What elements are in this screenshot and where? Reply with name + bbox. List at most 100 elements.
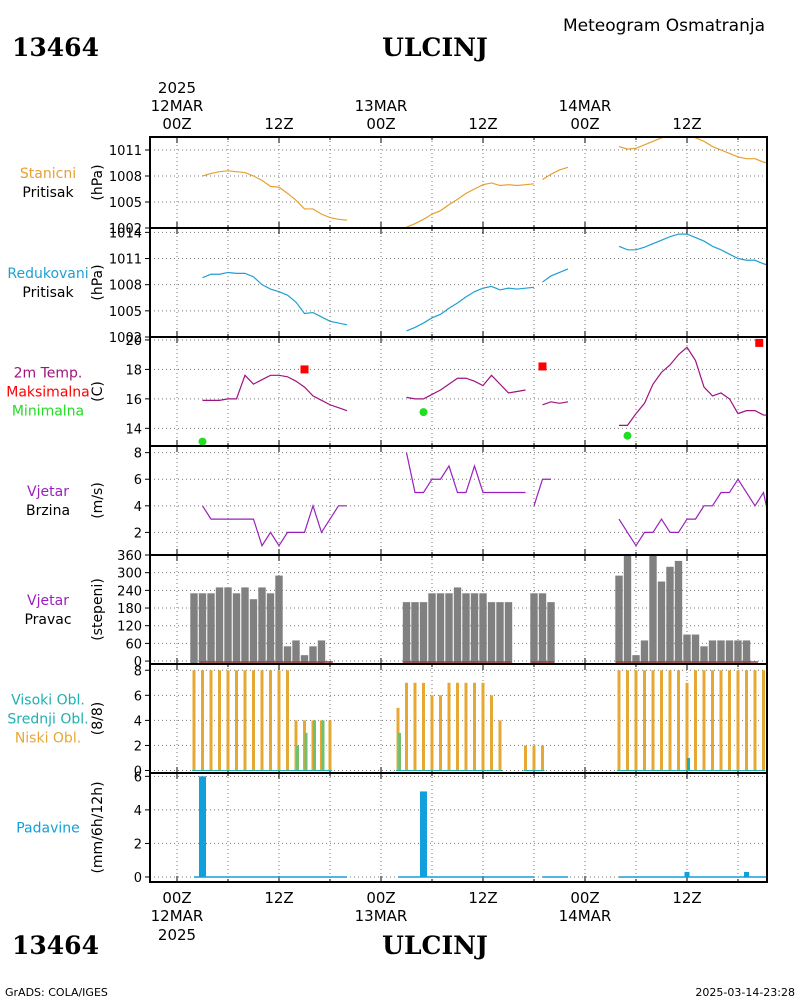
series-line	[619, 346, 767, 426]
cloud-bar	[617, 670, 621, 771]
cloud-bar	[430, 695, 434, 771]
panel-frame	[149, 227, 768, 338]
y-axis-label: (hPa)	[90, 164, 106, 200]
cloud-bar	[694, 670, 697, 771]
y-tick-label: 0	[134, 655, 142, 670]
y-tick-label: 14	[125, 422, 142, 437]
station-name-top: ULCINJ	[382, 33, 488, 62]
cloud-bar	[762, 670, 765, 771]
cloud-bar	[719, 670, 723, 771]
tmax-marker	[755, 338, 764, 347]
cloud-bar	[626, 670, 629, 771]
cloud-bar	[313, 720, 316, 771]
series-line	[542, 401, 569, 406]
wind-direction-bar	[411, 602, 419, 664]
cloud-bar	[296, 745, 299, 771]
tmin-marker	[198, 437, 207, 446]
panel-label: Redukovani	[7, 266, 88, 282]
wind-direction-bar	[309, 646, 317, 664]
wind-direction-bar	[717, 640, 725, 664]
y-tick-label: 4	[134, 804, 142, 819]
y-axis-label: (hPa)	[90, 264, 106, 300]
y-tick-label: 1005	[109, 196, 142, 211]
series-line	[202, 271, 348, 326]
station-name-bottom: ULCINJ	[382, 931, 488, 960]
plot-area	[190, 555, 758, 664]
panel-label: Niski Obl.	[15, 731, 81, 747]
y-tick-label: 1008	[109, 279, 142, 294]
wind-direction-bar	[640, 640, 649, 664]
y-tick-label: 1002	[109, 222, 142, 237]
wind-direction-bar	[674, 560, 683, 664]
y-tick-label: 4	[134, 714, 142, 729]
wind-direction-bar	[283, 646, 292, 664]
precip-bar	[420, 791, 427, 877]
y-tick-label: 6	[134, 770, 142, 785]
bottom-time-axis: 00Z 12Z 00Z 12Z 00Z 12Z 12MAR 13MAR 14MAR	[151, 889, 702, 925]
cloud-bar	[660, 670, 663, 771]
y-tick-label: 8	[134, 447, 142, 462]
top-time-axis: 00Z 12Z 00Z 12Z 00Z 12Z 12MAR 13MAR 14MAR	[151, 97, 702, 133]
date-label-bottom: 13MAR	[355, 907, 408, 925]
cloud-bar	[286, 670, 289, 771]
panel-label: Visoki Obl.	[11, 693, 85, 709]
y-tick-label: 2	[134, 739, 142, 754]
wind-direction-bar	[700, 646, 708, 664]
panel-4: 0 60 120 180 240 300 360 (stepeni) Vjetar Pravac	[24, 549, 768, 670]
cloud-bar	[439, 695, 442, 771]
cloud-bar	[269, 670, 272, 771]
wind-direction-bar	[198, 593, 207, 664]
hour-label-top: 12Z	[672, 115, 701, 133]
start-year-bottom: 2025	[158, 926, 196, 944]
series-line	[618, 478, 767, 547]
series-line	[406, 285, 535, 332]
series-line	[202, 170, 348, 221]
wind-direction-bar	[649, 555, 657, 664]
wind-direction-bar	[632, 655, 640, 664]
wind-direction-bar	[530, 593, 538, 664]
cloud-bar	[398, 732, 401, 771]
wind-direction-bar	[428, 593, 436, 664]
hour-label-top: 00Z	[366, 115, 395, 133]
panel-frame	[149, 336, 768, 447]
panel-frame	[149, 136, 768, 229]
wind-direction-bar	[224, 587, 232, 664]
y-axis-label: (mm/6h/12h)	[90, 781, 106, 873]
cloud-bar	[524, 745, 527, 771]
series-line	[542, 268, 569, 283]
wind-direction-bar	[419, 602, 428, 664]
cloud-bar	[243, 670, 247, 771]
panel-frame	[149, 445, 768, 556]
series-line	[201, 503, 347, 548]
panel-label: Pravac	[24, 612, 71, 628]
y-tick-label: 6	[134, 689, 142, 704]
panel-label: Vjetar	[27, 593, 69, 609]
series-line	[618, 137, 767, 164]
y-axis-label: (8/8)	[90, 702, 106, 735]
hour-label-bottom: 12Z	[672, 889, 701, 907]
cloud-bar	[328, 720, 332, 771]
y-tick-label: 8	[134, 664, 142, 679]
wind-direction-bar	[453, 587, 462, 664]
cloud-bar	[668, 670, 672, 771]
tmin-marker	[419, 408, 428, 417]
y-tick-label: 4	[134, 500, 142, 515]
panel-label: Vjetar	[27, 484, 69, 500]
panel-label: Srednji Obl.	[7, 712, 88, 728]
panel-3: 2 4 6 8 (m/s) Vjetar Brzina	[26, 445, 768, 556]
date-label-bottom: 12MAR	[151, 907, 204, 925]
wind-direction-bar	[445, 593, 453, 664]
tmax-marker	[300, 365, 309, 374]
cloud-bar	[753, 670, 757, 771]
cloud-bar	[192, 670, 196, 771]
footer-right: 2025-03-14-23:28	[695, 986, 795, 999]
cloud-bar	[702, 670, 706, 771]
cloud-bar	[209, 670, 213, 771]
cloud-bar	[736, 670, 740, 771]
y-tick-label: 2	[134, 837, 142, 852]
y-tick-label: 1002	[109, 331, 142, 346]
wind-direction-bar	[708, 640, 717, 664]
series-line	[533, 478, 551, 506]
cloud-bar	[651, 670, 655, 771]
